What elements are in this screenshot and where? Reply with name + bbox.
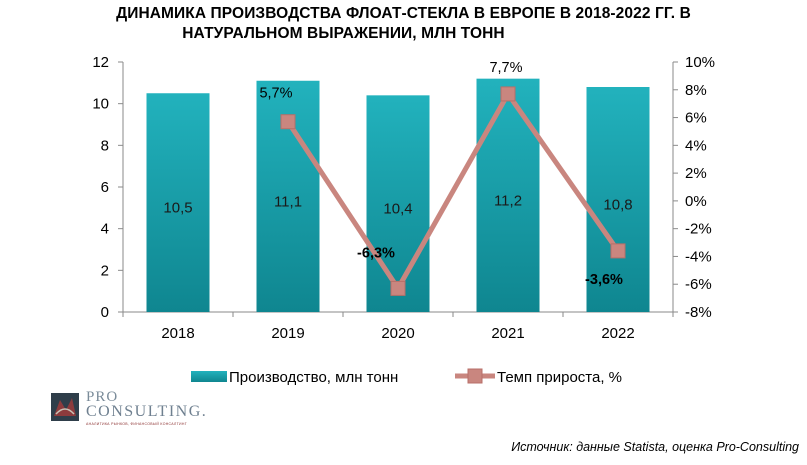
source-note: Источник: данные Statista, оценка Pro-Co… — [511, 440, 799, 454]
bar-series — [146, 78, 650, 313]
y-right-tick-label: -8% — [685, 304, 712, 321]
growth-point — [280, 114, 296, 130]
legend-label-bar: Производство, млн тонн — [229, 369, 398, 386]
pro-consulting-logo: PRO CONSULTING. АНАЛИТИКА РЫНКОВ, ФИНАНС… — [50, 388, 206, 430]
x-tick-label: 2019 — [271, 325, 304, 342]
bar — [586, 87, 650, 312]
y-right-tick-label: -6% — [685, 276, 712, 293]
logo-text-pro: PRO — [86, 389, 119, 405]
bar-data-label: 10,5 — [163, 200, 192, 217]
legend-label-line: Темп прироста, % — [497, 369, 622, 386]
growth-line-series — [280, 86, 626, 296]
growth-data-label: -3,6% — [585, 272, 623, 288]
bar-data-label: 10,4 — [383, 201, 412, 218]
growth-data-label: 5,7% — [259, 86, 292, 102]
bar — [476, 78, 540, 313]
chart-title: ДИНАМИКА ПРОИЗВОДСТВА ФЛОАТ-СТЕКЛА В ЕВР… — [0, 4, 807, 44]
y-right-tick-label: -2% — [685, 221, 712, 238]
x-tick-label: 2018 — [161, 325, 194, 342]
y-left-tick-label: 10 — [92, 96, 109, 113]
y-left-tick-label: 12 — [92, 54, 109, 71]
legend-swatch-bar — [191, 371, 227, 382]
chart-title-line1: ДИНАМИКА ПРОИЗВОДСТВА ФЛОАТ-СТЕКЛА В ЕВР… — [116, 5, 691, 22]
y-left-tick-label: 2 — [101, 262, 109, 279]
growth-data-label: -6,3% — [357, 245, 395, 261]
x-tick-label: 2022 — [601, 325, 634, 342]
growth-line — [285, 91, 621, 291]
legend: Производство, млн тонн Темп прироста, % — [191, 368, 622, 386]
growth-point — [610, 243, 626, 259]
y-right-tick-label: 4% — [685, 137, 707, 154]
logo-mark-icon — [51, 393, 79, 421]
x-tick-label: 2021 — [491, 325, 524, 342]
logo-text-consulting: CONSULTING. — [86, 403, 208, 420]
growth-point — [390, 280, 406, 296]
logo-tagline: АНАЛИТИКА РЫНКОВ, ФИНАНСОВЫЙ КОНСАЛТИНГ — [86, 422, 187, 426]
y-left-tick-label: 6 — [101, 179, 109, 196]
y-right-tick-label: 8% — [685, 82, 707, 99]
y-right-tick-label: -4% — [685, 248, 712, 265]
y-right-tick-label: 10% — [685, 54, 715, 71]
bar-data-label: 11,2 — [494, 192, 522, 209]
data-labels: 10,5 11,1 10,4 11,2 10,8 5,7% -6,3% 7,7% -3,6% — [163, 60, 632, 288]
axes: 0 2 4 6 8 10 12 -8% -6% -4% -2% 0% 2% 4% 6% 8% 10% 2018 20… — [92, 54, 715, 342]
y-left-tick-label: 4 — [101, 221, 109, 238]
bar — [366, 95, 430, 312]
bar-data-label: 11,1 — [274, 193, 302, 210]
legend-swatch-marker — [467, 368, 483, 384]
y-right-tick-label: 0% — [685, 193, 707, 210]
y-left-tick-label: 0 — [101, 304, 109, 321]
bar — [146, 93, 210, 312]
y-right-tick-label: 2% — [685, 165, 707, 182]
y-left-tick-label: 8 — [101, 137, 109, 154]
x-tick-label: 2020 — [381, 325, 414, 342]
bar-data-label: 10,8 — [603, 197, 632, 214]
y-right-tick-label: 6% — [685, 110, 707, 127]
growth-point — [500, 86, 516, 102]
growth-data-label: 7,7% — [489, 60, 522, 76]
chart-title-line2: НАТУРАЛЬНОМ ВЫРАЖЕНИИ, МЛН ТОНН — [182, 25, 505, 42]
